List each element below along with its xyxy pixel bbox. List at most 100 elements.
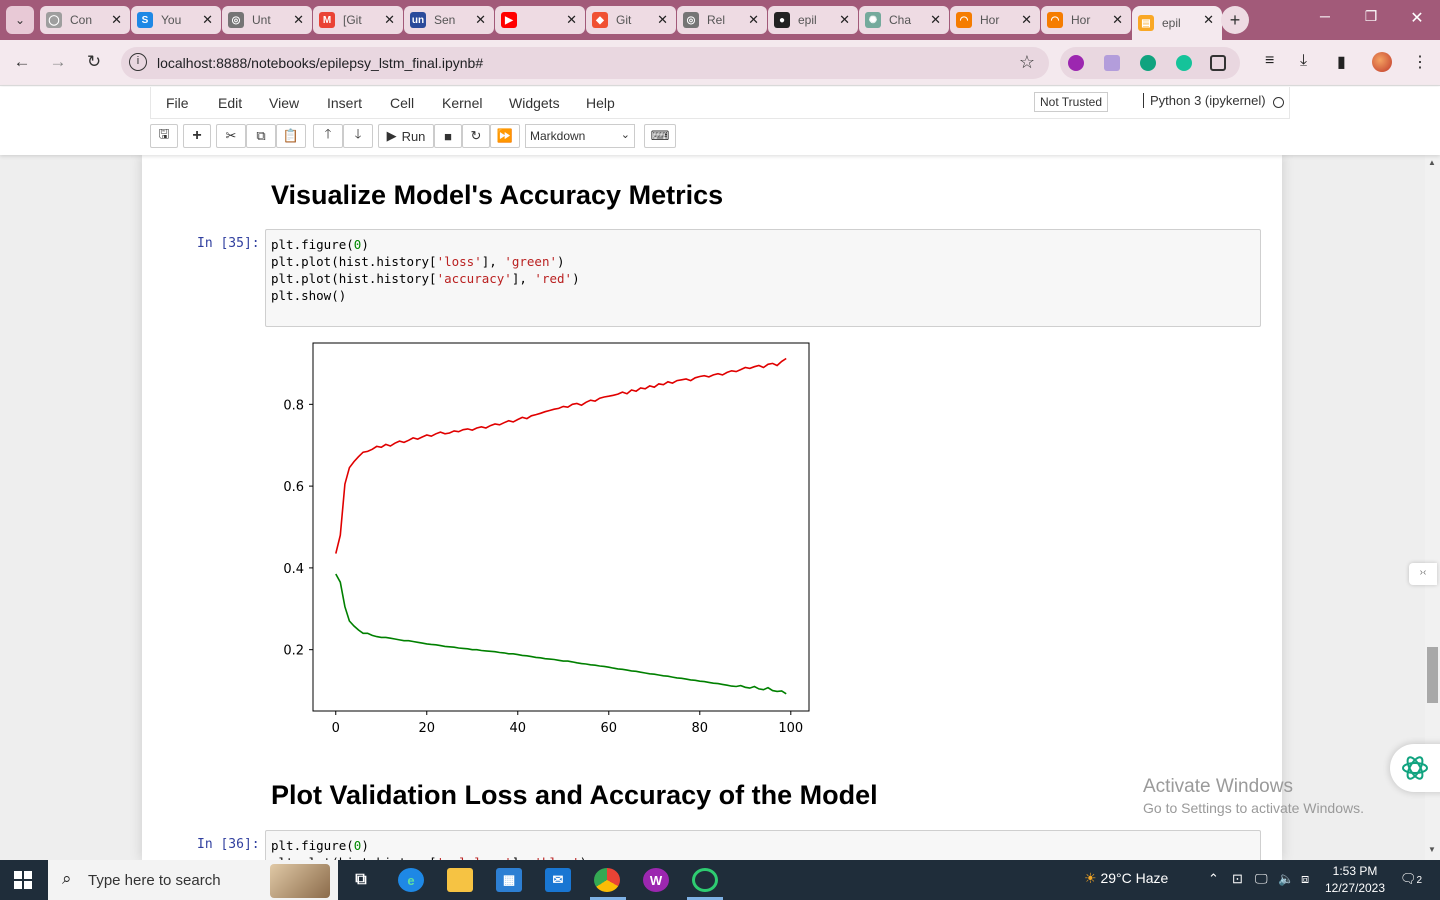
save-icon[interactable]: 🖫 [150,124,178,148]
browser-tab[interactable]: ◠ Hor ✕ [1041,6,1131,34]
side-panel-handle[interactable]: ›‹ [1409,563,1437,585]
menu-insert[interactable]: Insert [327,95,363,111]
download-icon[interactable]: ⤓ [1300,52,1308,69]
edge-icon[interactable]: e [398,868,424,892]
browser-tab[interactable]: ● epil ✕ [768,6,858,34]
tab-close-icon[interactable]: ✕ [839,12,850,27]
move-up-icon[interactable]: 🡑 [313,124,343,148]
tab-close-icon[interactable]: ✕ [111,12,122,27]
chatgpt-extension-icon[interactable] [1140,55,1156,71]
meet-icon[interactable]: ⊡ [1232,871,1243,886]
extension-icon[interactable] [1104,55,1120,71]
chevron-up-icon[interactable]: ⌃ [1208,871,1219,886]
restore-button[interactable]: ❐ [1364,8,1378,24]
windows-start-icon[interactable] [14,871,32,889]
cell-type-select[interactable]: Markdown ⌄ [525,124,635,148]
tab-close-icon[interactable]: ✕ [293,12,304,27]
weather-widget[interactable]: ☀ 29°C Haze [1084,870,1168,887]
site-info-icon[interactable]: i [129,53,147,71]
markdown-heading[interactable]: Visualize Model's Accuracy Metrics [271,180,724,210]
url-text[interactable]: localhost:8888/notebooks/epilepsy_lstm_f… [157,55,484,71]
move-down-icon[interactable]: 🡓 [343,124,373,148]
tab-search-button[interactable]: ⌄ [6,6,34,34]
reload-icon[interactable]: ↻ [86,52,102,71]
kebab-menu-icon[interactable]: ⋮ [1412,54,1428,71]
browser-tab[interactable]: S You ✕ [131,6,221,34]
progress-app-icon[interactable] [692,868,718,892]
menu-cell[interactable]: Cell [390,95,415,111]
wps-icon[interactable]: W [643,868,669,892]
extension-icon[interactable] [1068,55,1084,71]
system-clock[interactable]: 1:53 PM 12/27/2023 [1320,863,1390,897]
menu-widgets[interactable]: Widgets [509,95,560,111]
browser-tab[interactable]: ◯ Con ✕ [40,6,130,34]
menu-help[interactable]: Help [586,95,615,111]
address-bar[interactable]: i localhost:8888/notebooks/epilepsy_lstm… [121,47,1049,79]
tab-close-icon[interactable]: ✕ [384,12,395,27]
tab-close-icon[interactable]: ✕ [475,12,486,27]
notification-center-icon[interactable]: 🗨2 [1400,871,1423,886]
browser-tab[interactable]: ✺ Cha ✕ [859,6,949,34]
activate-title: Activate Windows [1143,776,1293,797]
bookmark-star-icon[interactable]: ☆ [1018,52,1035,72]
tab-list: ◯ Con ✕ S You ✕ ◎ Unt ✕ M [Git ✕ un Sen ✕ ▶ ✕ ◆ Git ✕ ◎ Rel ✕ ●… [40,6,1223,40]
taskbar-search-box[interactable]: ⌕ Type here to search [48,860,338,900]
tab-close-icon[interactable]: ✕ [202,12,213,27]
grammarly-extension-icon[interactable] [1176,55,1192,71]
file-explorer-icon[interactable] [447,868,473,892]
paste-icon[interactable]: 📋 [276,124,306,148]
trust-status-button[interactable]: Not Trusted [1034,92,1109,112]
new-tab-button[interactable]: + [1221,6,1249,34]
forward-arrow-icon[interactable]: → [49,52,67,71]
browser-tab[interactable]: ▶ ✕ [495,6,585,34]
fast-forward-icon[interactable]: ⏩ [490,124,520,148]
task-view-icon[interactable]: ⧉ [355,871,367,888]
minimize-button[interactable]: ─ [1320,8,1330,24]
volume-icon[interactable]: 🔈 [1278,871,1295,886]
chatgpt-floating-button[interactable] [1390,744,1440,792]
tab-close-icon[interactable]: ✕ [657,12,668,27]
puzzle-icon[interactable] [1210,55,1226,71]
mail-icon[interactable]: ✉ [545,868,571,892]
store-icon[interactable]: ▦ [496,868,522,892]
scroll-up-arrow-icon[interactable]: ▲ [1428,158,1436,167]
cut-icon[interactable]: ✂ [216,124,246,148]
profile-avatar[interactable] [1372,52,1392,72]
scrollbar-thumb[interactable] [1427,647,1438,703]
tab-close-icon[interactable]: ✕ [748,12,759,27]
menu-file[interactable]: File [166,95,189,111]
browser-tab[interactable]: ◠ Hor ✕ [950,6,1040,34]
browser-tab[interactable]: ◎ Unt ✕ [222,6,312,34]
browser-tab[interactable]: M [Git ✕ [313,6,403,34]
chrome-icon[interactable] [594,868,620,892]
tab-close-icon[interactable]: ✕ [566,12,577,27]
close-window-button[interactable]: ✕ [1410,10,1424,27]
tab-close-icon[interactable]: ✕ [1021,12,1032,27]
restart-icon[interactable]: ↻ [462,124,490,148]
back-arrow-icon[interactable]: ← [13,52,31,71]
add-cell-button[interactable]: + [183,124,211,148]
page-scrollbar[interactable]: ▲ ▼ [1425,155,1440,860]
tab-close-icon[interactable]: ✕ [930,12,941,27]
display-icon[interactable]: ⧈ [1301,871,1310,886]
browser-tab[interactable]: ◆ Git ✕ [586,6,676,34]
markdown-heading[interactable]: Plot Validation Loss and Accuracy of the… [271,780,878,810]
menu-edit[interactable]: Edit [218,95,243,111]
interrupt-icon[interactable]: ■ [434,124,462,148]
browser-tab[interactable]: ◎ Rel ✕ [677,6,767,34]
keyboard-icon[interactable]: ⌨ [644,124,676,148]
tab-close-icon[interactable]: ✕ [1112,12,1123,27]
menu-kernel[interactable]: Kernel [442,95,483,111]
code-cell-35[interactable]: plt.figure(0) plt.plot(hist.history['los… [265,229,1261,327]
code-cell-36[interactable]: plt.figure(0) plt.plot(hist.history['val… [265,830,1261,860]
copy-icon[interactable]: ⧉ [246,124,276,148]
scroll-down-arrow-icon[interactable]: ▼ [1428,845,1436,854]
tab-close-icon[interactable]: ✕ [1203,12,1214,27]
run-button[interactable]: ▶ Run [378,124,434,148]
browser-tab[interactable]: ▤ epil ✕ [1132,6,1222,40]
network-icon[interactable]: 🖵 [1255,871,1268,886]
menu-view[interactable]: View [269,95,300,111]
side-panel-icon[interactable]: ▮ [1337,54,1346,71]
media-control-icon[interactable]: ≡ [1265,52,1275,69]
browser-tab[interactable]: un Sen ✕ [404,6,494,34]
